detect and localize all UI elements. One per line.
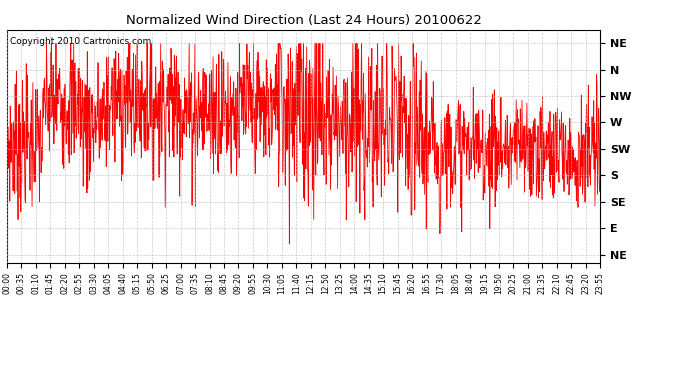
Title: Normalized Wind Direction (Last 24 Hours) 20100622: Normalized Wind Direction (Last 24 Hours… — [126, 15, 482, 27]
Text: Copyright 2010 Cartronics.com: Copyright 2010 Cartronics.com — [10, 37, 151, 46]
